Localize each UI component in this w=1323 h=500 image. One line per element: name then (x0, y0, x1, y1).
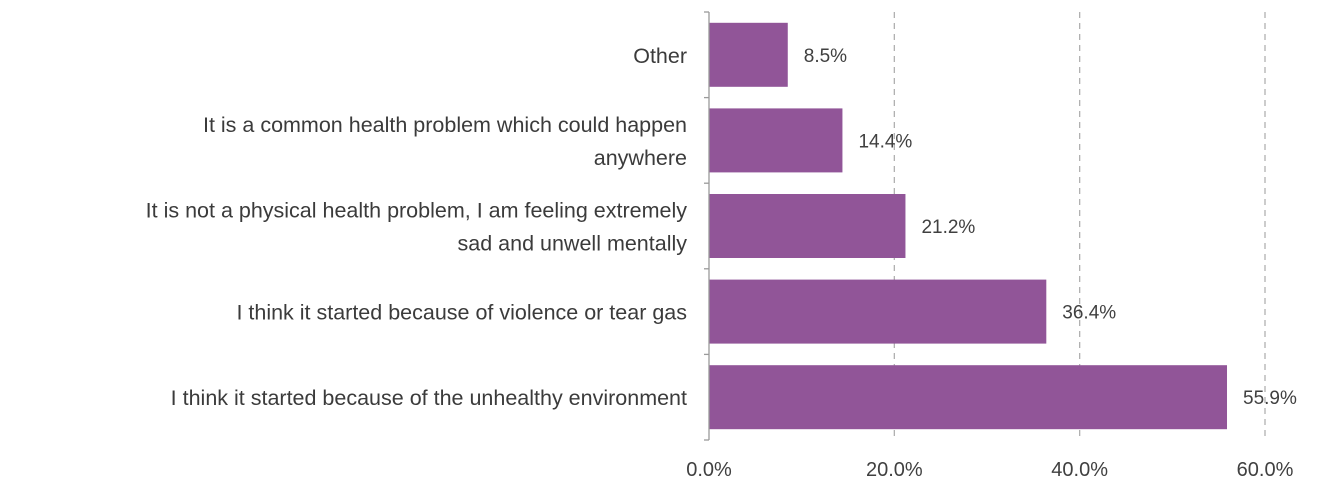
bar (709, 22, 788, 87)
data-label: 21.2% (921, 217, 975, 238)
bar (709, 108, 843, 173)
data-label: 36.4% (1062, 303, 1116, 324)
x-tick-label: 40.0% (1051, 459, 1108, 481)
bar (709, 365, 1228, 430)
data-label: 14.4% (858, 131, 912, 152)
category-label: It is a common health problem which coul… (203, 113, 687, 170)
axes (704, 11, 710, 441)
x-tick-label: 60.0% (1237, 459, 1294, 481)
data-label: 8.5% (804, 46, 847, 67)
x-tick-label: 0.0% (686, 459, 732, 481)
category-label: It is not a physical health problem, I a… (146, 199, 688, 256)
labels: 8.5% 14.4% 21.2% 36.4% 55.9% 0.0% 20.0% 40.0% 60… (146, 44, 1297, 481)
data-label: 55.9% (1243, 388, 1297, 409)
category-label: I think it started because of the unheal… (171, 386, 687, 410)
bar (709, 194, 906, 258)
bar (709, 279, 1047, 344)
x-tick-label: 20.0% (866, 459, 923, 481)
category-label: Other (633, 44, 687, 68)
category-label: I think it started because of violence o… (236, 301, 687, 325)
bars (709, 22, 1228, 430)
